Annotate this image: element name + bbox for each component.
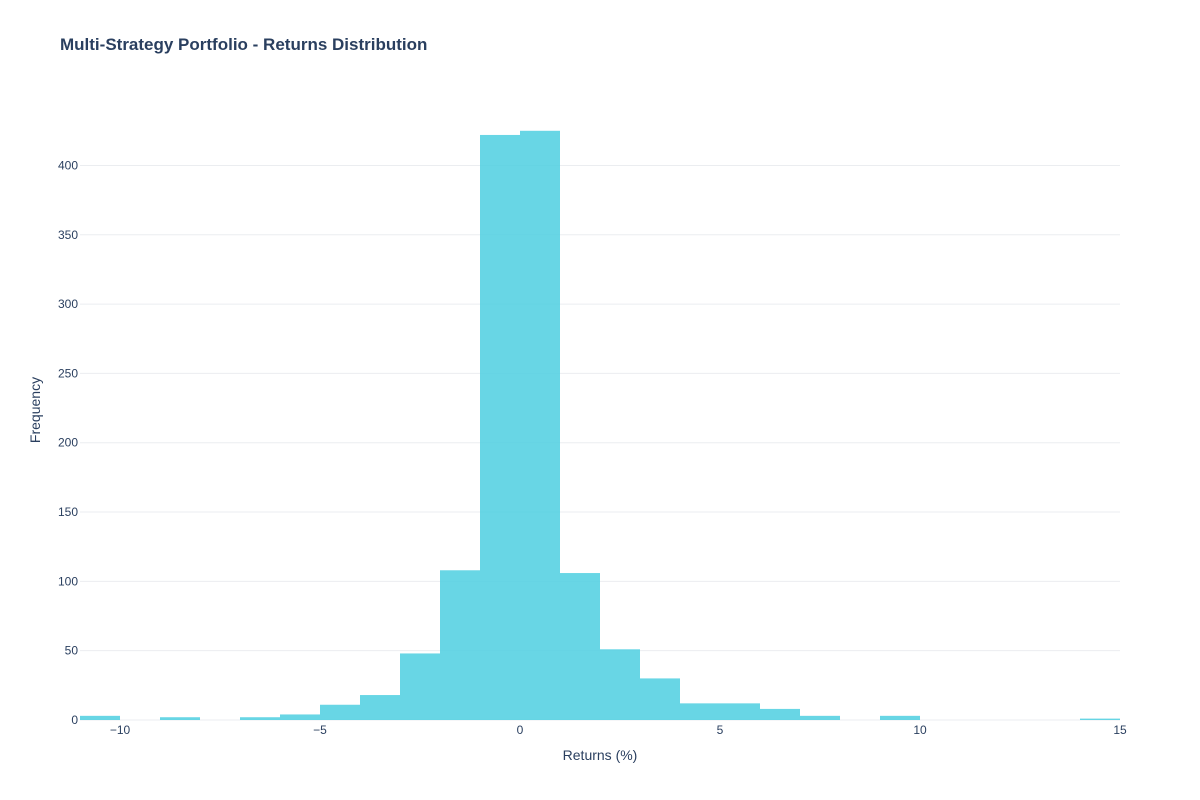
histogram-bar <box>1080 718 1120 720</box>
histogram-bar <box>240 717 280 720</box>
x-axis-label: Returns (%) <box>563 747 638 763</box>
histogram-bar <box>800 715 840 720</box>
histogram-bar <box>560 573 600 720</box>
y-tick-label: 0 <box>71 713 78 727</box>
histogram-bar <box>880 715 920 720</box>
histogram-bar <box>640 678 680 720</box>
y-tick-label: 400 <box>58 158 78 172</box>
histogram-bar <box>400 653 440 720</box>
y-tick-label: 300 <box>58 297 78 311</box>
x-axis-ticks: −10 −5 0 5 10 15 <box>110 723 1127 737</box>
y-tick-label: 150 <box>58 505 78 519</box>
y-tick-label: 250 <box>58 366 78 380</box>
x-tick-label: 5 <box>717 723 724 737</box>
histogram-bar <box>280 714 320 720</box>
x-tick-label: −5 <box>313 723 327 737</box>
y-tick-label: 100 <box>58 574 78 588</box>
histogram-bar <box>160 717 200 720</box>
histogram-bar <box>360 695 400 720</box>
y-axis-ticks: 0 50 100 150 200 250 300 350 400 <box>58 158 78 727</box>
histogram-bars <box>80 130 1120 721</box>
histogram-bar <box>520 130 560 720</box>
histogram-bar <box>480 134 520 721</box>
y-tick-label: 200 <box>58 436 78 450</box>
x-tick-label: −10 <box>110 723 131 737</box>
x-tick-label: 0 <box>517 723 524 737</box>
histogram-bar <box>680 703 720 720</box>
x-tick-label: 10 <box>913 723 927 737</box>
y-tick-label: 350 <box>58 228 78 242</box>
histogram-bar <box>600 649 640 720</box>
histogram-bar <box>760 708 800 720</box>
histogram-bar <box>720 703 760 720</box>
y-tick-label: 50 <box>65 644 79 658</box>
chart-title: Multi-Strategy Portfolio - Returns Distr… <box>60 35 427 54</box>
x-tick-label: 15 <box>1113 723 1127 737</box>
y-axis-label: Frequency <box>27 377 43 443</box>
histogram-bar <box>320 704 360 720</box>
histogram-bar <box>80 715 120 720</box>
histogram-bar <box>440 570 480 720</box>
